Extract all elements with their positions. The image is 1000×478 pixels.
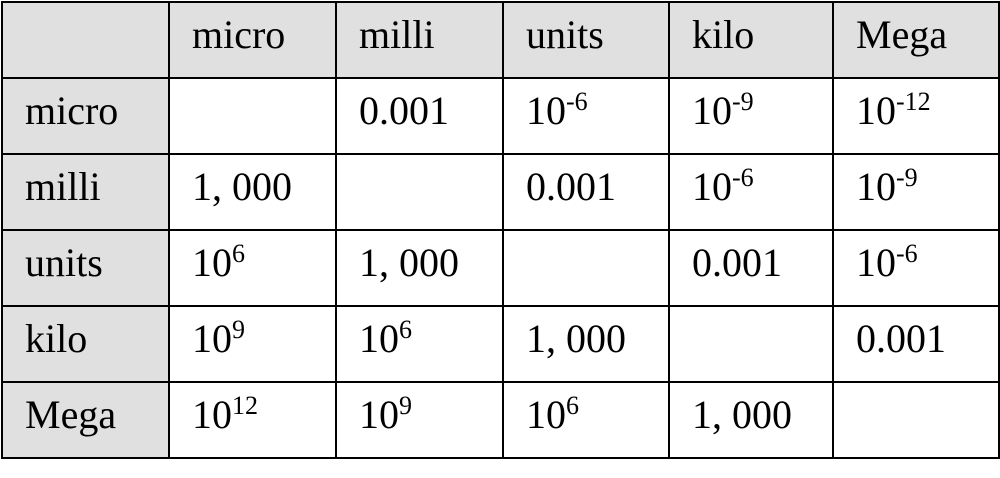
column-header-text: kilo (692, 11, 755, 57)
table-cell: 0.001 (335, 77, 504, 155)
row-header: milli (1, 153, 170, 231)
table-cell (668, 305, 834, 383)
table-cell: 106 (335, 305, 504, 383)
cell-value: 0.001 (526, 163, 616, 209)
power-value: 106 (526, 392, 579, 437)
power-exponent: 9 (399, 390, 412, 420)
power-exponent: -6 (732, 162, 754, 192)
cell-value: 1, 000 (192, 163, 292, 209)
table-cell: 1, 000 (335, 229, 504, 307)
table-cell: 0.001 (668, 229, 834, 307)
table-cell: 106 (168, 229, 337, 307)
power-base: 10 (526, 391, 566, 437)
table-cell: 1, 000 (168, 153, 337, 231)
power-value: 109 (192, 316, 245, 361)
table-row: units 106 1, 000 0.001 10-6 (1, 229, 1000, 307)
table-cell: 10-6 (502, 77, 670, 155)
column-header-text: Mega (856, 11, 948, 57)
table-cell (502, 229, 670, 307)
power-base: 10 (192, 391, 232, 437)
power-exponent: 9 (232, 314, 245, 344)
table-cell: 10-9 (832, 153, 1000, 231)
table-cell: 10-12 (832, 77, 1000, 155)
row-header: kilo (1, 305, 170, 383)
table-cell: 0.001 (832, 305, 1000, 383)
power-value: 1012 (192, 392, 258, 437)
column-header: kilo (668, 1, 834, 79)
row-header-text: milli (25, 163, 101, 209)
power-base: 10 (856, 87, 896, 133)
table-cell: 106 (502, 381, 670, 459)
power-base: 10 (692, 87, 732, 133)
power-base: 10 (359, 315, 399, 361)
column-header-text: units (526, 11, 604, 57)
row-header: units (1, 229, 170, 307)
table-cell: 10-6 (832, 229, 1000, 307)
table-cell: 1012 (168, 381, 337, 459)
power-exponent: 6 (399, 314, 412, 344)
column-header: units (502, 1, 670, 79)
column-header: micro (168, 1, 337, 79)
power-base: 10 (526, 87, 566, 133)
column-header: milli (335, 1, 504, 79)
table-cell: 0.001 (502, 153, 670, 231)
row-header: Mega (1, 381, 170, 459)
cell-value: 0.001 (856, 315, 946, 361)
table-cell (832, 381, 1000, 459)
row-header-text: Mega (25, 391, 117, 437)
header-row: micro milli units kilo Mega (1, 1, 1000, 79)
power-exponent: -12 (896, 86, 931, 116)
cell-value: 0.001 (359, 87, 449, 133)
power-base: 10 (192, 239, 232, 285)
cell-value: 1, 000 (359, 239, 459, 285)
table-row: milli 1, 000 0.001 10-6 10-9 (1, 153, 1000, 231)
table-cell: 1, 000 (502, 305, 670, 383)
corner-cell (1, 1, 170, 79)
power-base: 10 (692, 163, 732, 209)
table-cell: 109 (335, 381, 504, 459)
table-cell: 1, 000 (668, 381, 834, 459)
table-cell: 10-9 (668, 77, 834, 155)
row-header-text: units (25, 239, 103, 285)
power-base: 10 (856, 163, 896, 209)
table-cell (168, 77, 337, 155)
table-row: micro 0.001 10-6 10-9 10-12 (1, 77, 1000, 155)
cell-value: 1, 000 (692, 391, 792, 437)
table-cell: 109 (168, 305, 337, 383)
power-value: 10-6 (692, 164, 754, 209)
column-header-text: milli (359, 11, 435, 57)
table-row: Mega 1012 109 106 1, 000 (1, 381, 1000, 459)
column-header-text: micro (192, 11, 286, 57)
power-base: 10 (192, 315, 232, 361)
power-exponent: 6 (566, 390, 579, 420)
row-header-text: kilo (25, 315, 88, 361)
power-base: 10 (359, 391, 399, 437)
power-value: 10-6 (526, 88, 588, 133)
power-value: 10-9 (692, 88, 754, 133)
power-exponent: -9 (896, 162, 918, 192)
power-value: 106 (359, 316, 412, 361)
power-base: 10 (856, 239, 896, 285)
power-value: 109 (359, 392, 412, 437)
power-value: 10-12 (856, 88, 931, 133)
table-cell: 10-6 (668, 153, 834, 231)
power-exponent: 6 (232, 238, 245, 268)
power-value: 10-6 (856, 240, 918, 285)
row-header-text: micro (25, 87, 119, 133)
power-value: 10-9 (856, 164, 918, 209)
power-exponent: -6 (566, 86, 588, 116)
conversion-table: micro milli units kilo Mega micro 0.001 10-6 10-… (1, 1, 1000, 459)
table-cell (335, 153, 504, 231)
cell-value: 1, 000 (526, 315, 626, 361)
power-exponent: -9 (732, 86, 754, 116)
column-header: Mega (832, 1, 1000, 79)
power-exponent: -6 (896, 238, 918, 268)
power-exponent: 12 (232, 390, 258, 420)
cell-value: 0.001 (692, 239, 782, 285)
power-value: 106 (192, 240, 245, 285)
table-row: kilo 109 106 1, 000 0.001 (1, 305, 1000, 383)
row-header: micro (1, 77, 170, 155)
